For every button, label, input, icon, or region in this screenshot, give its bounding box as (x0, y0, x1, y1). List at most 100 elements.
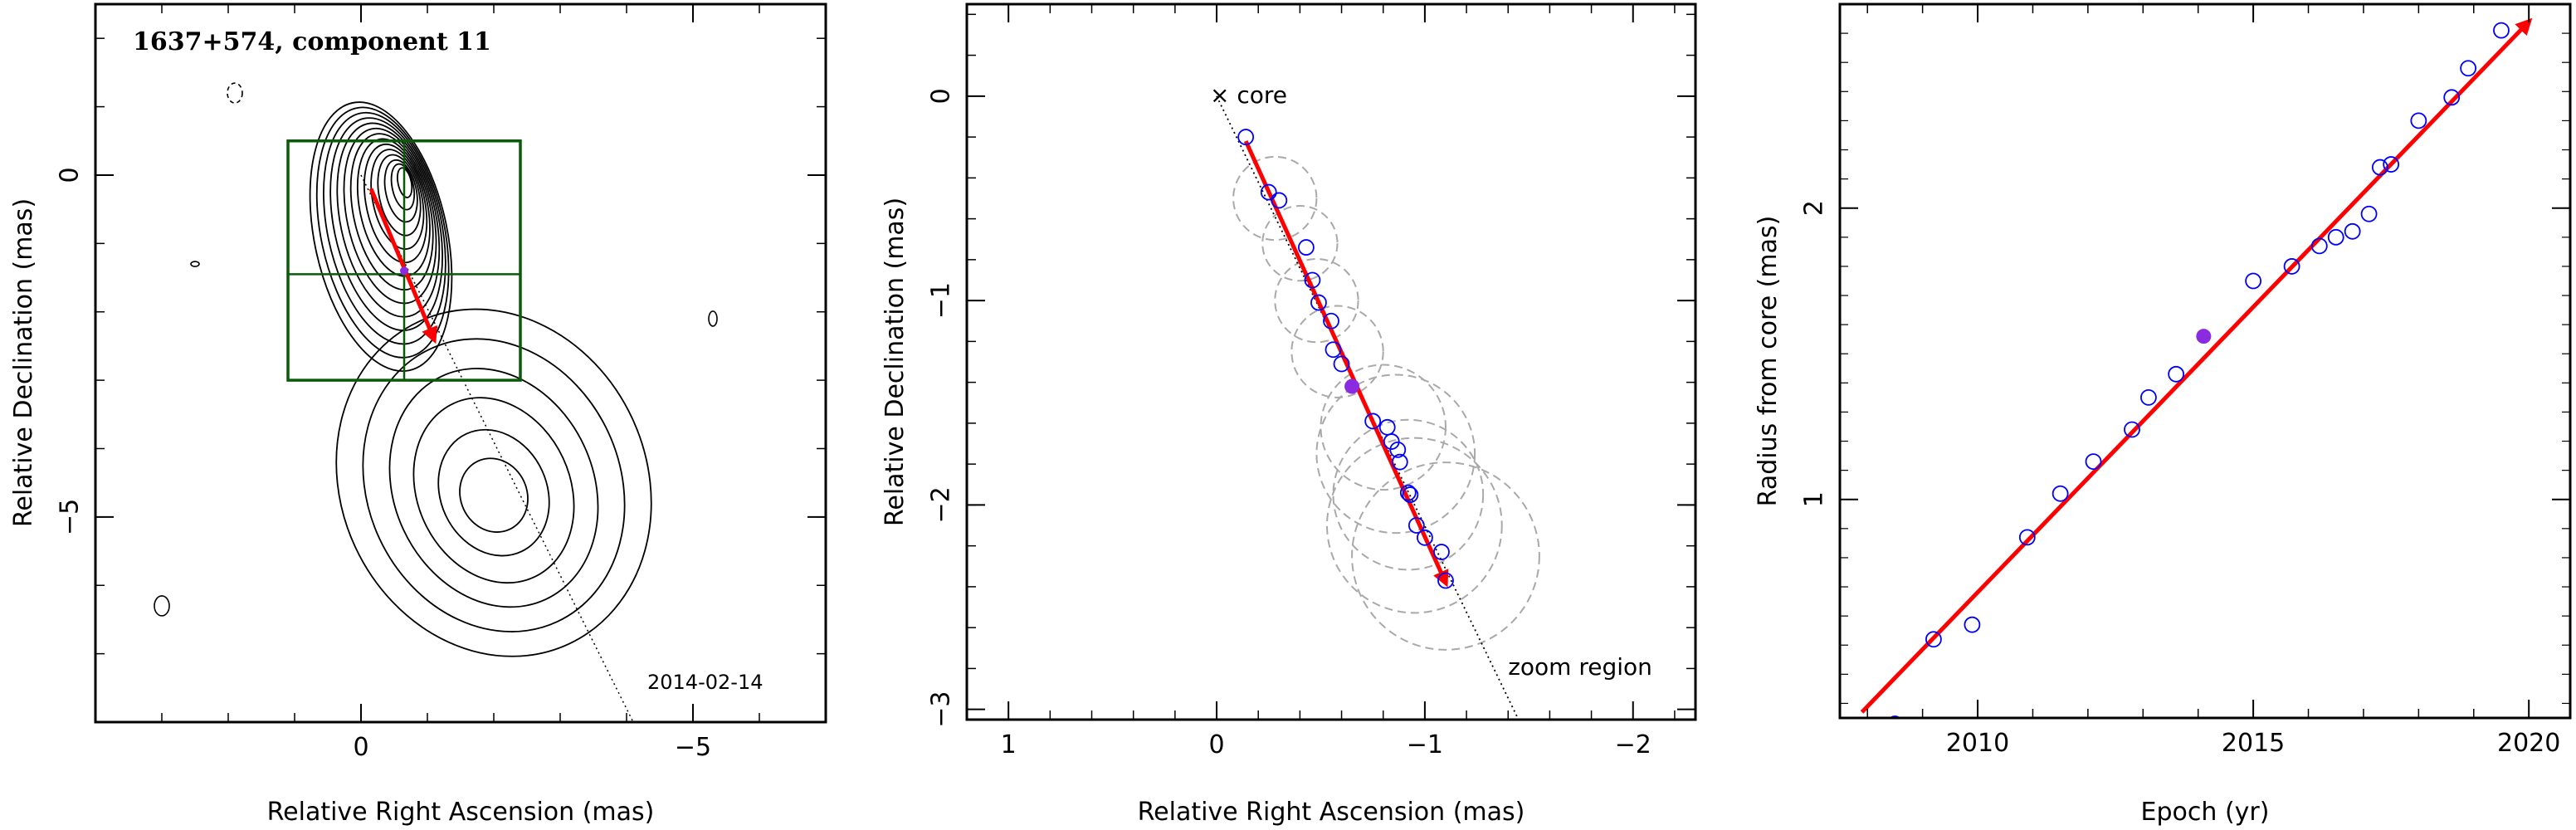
core-contour (397, 167, 413, 198)
data-point (2168, 365, 2185, 383)
radius-plot-group (1860, 17, 2533, 718)
motion-vector (368, 188, 437, 344)
ticks-c: 2010 2015 2020 1 2 (1800, 4, 2570, 758)
data-point (2360, 205, 2378, 222)
component-size-circle (1332, 418, 1485, 571)
y-tick-label: −2 (927, 486, 956, 523)
x-tick-label: 1 (1001, 730, 1017, 759)
data-point (2085, 453, 2102, 471)
data-point (2018, 529, 2036, 546)
data-point (2283, 258, 2300, 275)
data-point (1383, 433, 1400, 450)
component-size-circle (1320, 364, 1447, 491)
data-point (1304, 271, 1321, 289)
highlight-point (1344, 378, 1360, 394)
data-point (1925, 631, 1942, 648)
x-tick-label: 2020 (2497, 729, 2560, 758)
x-tick-label: 2015 (2222, 729, 2285, 758)
plot-frame-a (94, 2, 827, 724)
noise-contour (227, 82, 243, 104)
x-axis-label-c: Epoch (yr) (2141, 798, 2270, 827)
data-point (1437, 572, 1454, 589)
data-point (1325, 341, 1342, 359)
data-point (2052, 485, 2069, 502)
core-contour (390, 163, 416, 211)
x-tick-label: 2010 (1946, 729, 2009, 758)
x-tick-label: 0 (353, 733, 368, 762)
component-size-circle (1232, 155, 1318, 242)
data-point (1323, 312, 1339, 330)
jet-contour (437, 428, 550, 557)
component-size-circle (1290, 305, 1384, 398)
noise-contour (708, 310, 718, 327)
y-axis-label-a: Relative Declination (mas) (9, 198, 38, 527)
track-line (360, 174, 634, 722)
y-tick-label: 2 (1800, 200, 1829, 216)
motion-vector (1243, 139, 1449, 588)
zoom-plot-group (1216, 95, 1540, 720)
y-axis-label-c: Radius from core (mas) (1754, 216, 1783, 507)
component-size-circle (1274, 257, 1359, 344)
noise-contour (154, 595, 170, 617)
contour-group (154, 82, 718, 657)
data-point (1889, 715, 1901, 718)
data-point (1402, 486, 1419, 503)
core-contour (383, 159, 418, 223)
plot-frame-c (1838, 2, 2572, 720)
component-size-circle (1315, 374, 1476, 535)
panel-zoom-region: 1 0 −1 −2 0 −1 −2 −3 × core zoom region Relativ… (881, 2, 1697, 827)
data-point (2140, 388, 2157, 406)
data-point (1333, 355, 1350, 373)
y-tick-label: 0 (927, 88, 956, 104)
data-point (1237, 129, 1255, 145)
data-point (2383, 156, 2400, 173)
core-contour (309, 101, 453, 373)
fit-line (1860, 17, 2533, 714)
y-tick-label: −3 (927, 691, 956, 728)
data-point (1391, 453, 1408, 471)
data-point (2371, 159, 2388, 176)
core-contour (323, 111, 446, 345)
y-axis-label-b: Relative Declination (mas) (881, 198, 910, 526)
core-contour (343, 127, 437, 305)
x-tick-label: −5 (675, 733, 711, 762)
data-point (1310, 294, 1327, 311)
y-tick-label: 1 (1800, 491, 1829, 507)
component-size-circle (1351, 461, 1540, 651)
core-contour (315, 106, 450, 359)
plot-frame-b (965, 2, 1697, 721)
data-point (2493, 22, 2510, 39)
zoom-region-label: zoom region (1508, 653, 1652, 681)
overlay-group (286, 139, 634, 722)
data-point (1389, 442, 1407, 458)
data-point (1408, 517, 1425, 534)
data-point (2443, 89, 2461, 106)
x-axis-label-b: Relative Right Ascension (mas) (1138, 798, 1525, 827)
core-contour (370, 149, 425, 250)
core-label: × core (1210, 81, 1287, 109)
component-size-circle (1325, 437, 1503, 614)
data-point (1271, 192, 1288, 209)
noise-contour (190, 261, 200, 267)
data-point (2310, 237, 2328, 255)
data-point (1433, 544, 1450, 560)
data-point (1297, 239, 1315, 256)
data-point (2410, 112, 2427, 129)
jet-contour (335, 308, 652, 657)
data-point (2344, 222, 2361, 240)
core-contour (349, 133, 434, 290)
component-size-circle (1261, 205, 1339, 282)
jet-contour (362, 338, 626, 632)
date-label: 2014-02-14 (647, 671, 763, 694)
core-contour (377, 154, 422, 237)
data-point (2327, 228, 2344, 246)
data-point (1378, 418, 1396, 436)
jet-contour (388, 368, 599, 608)
data-point (2124, 421, 2140, 438)
highlight-point (2196, 329, 2212, 344)
data-point (1260, 183, 1277, 201)
data-point (1399, 484, 1417, 501)
panel-radio-map: 0 −5 0 −5 1637+574, component 11 2014-02-14… (9, 2, 827, 827)
data-point (1416, 529, 1433, 546)
